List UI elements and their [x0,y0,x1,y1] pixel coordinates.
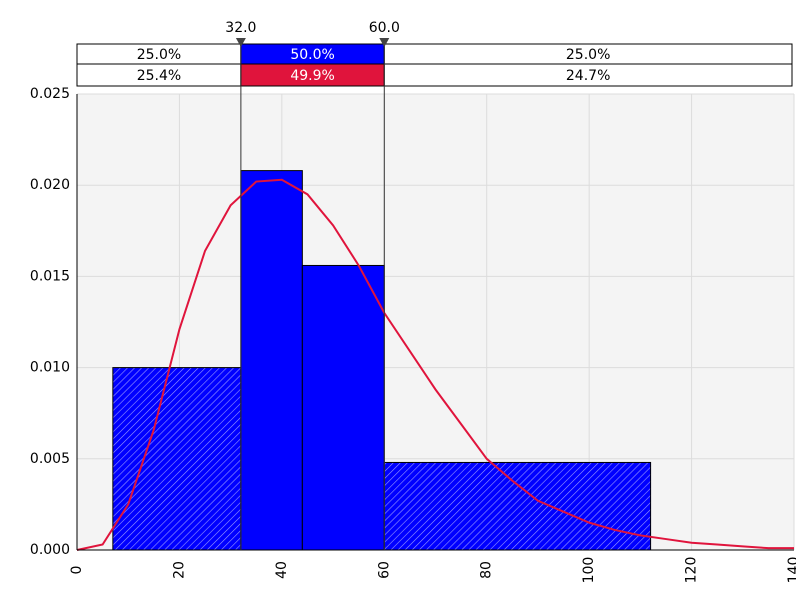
y-tick-label: 0.015 [30,268,70,284]
y-tick-label: 0.025 [30,86,70,102]
density-curve [76,178,794,551]
probability-label: 49.9% [290,68,334,84]
y-tick-label: 0.000 [30,542,70,558]
histogram-bar [240,170,303,551]
y-tick-label: 0.005 [30,451,70,467]
histogram-bar [383,461,652,551]
x-tick-label: 100 [581,557,597,584]
probability-label: 25.4% [137,68,181,84]
probability-label: 24.7% [566,68,610,84]
marker-label: 32.0 [225,20,256,36]
probability-label: 50.0% [290,47,334,63]
y-tick-label: 0.020 [30,177,70,193]
probability-label: 25.0% [137,47,181,63]
x-tick-label: 60 [376,561,392,579]
marker-handle [235,38,246,47]
histogram-bar [301,264,385,551]
x-tick-label: 40 [274,561,290,579]
x-tick-label: 140 [786,557,796,584]
histogram-bar [112,367,242,551]
y-tick-label: 0.010 [30,360,70,376]
x-tick-label: 0 [69,566,85,575]
x-tick-label: 80 [479,561,495,579]
marker-handle [379,38,390,47]
x-tick-label: 20 [171,561,187,579]
x-tick-label: 120 [684,557,700,584]
marker-label: 60.0 [369,20,400,36]
probability-label: 25.0% [566,47,610,63]
